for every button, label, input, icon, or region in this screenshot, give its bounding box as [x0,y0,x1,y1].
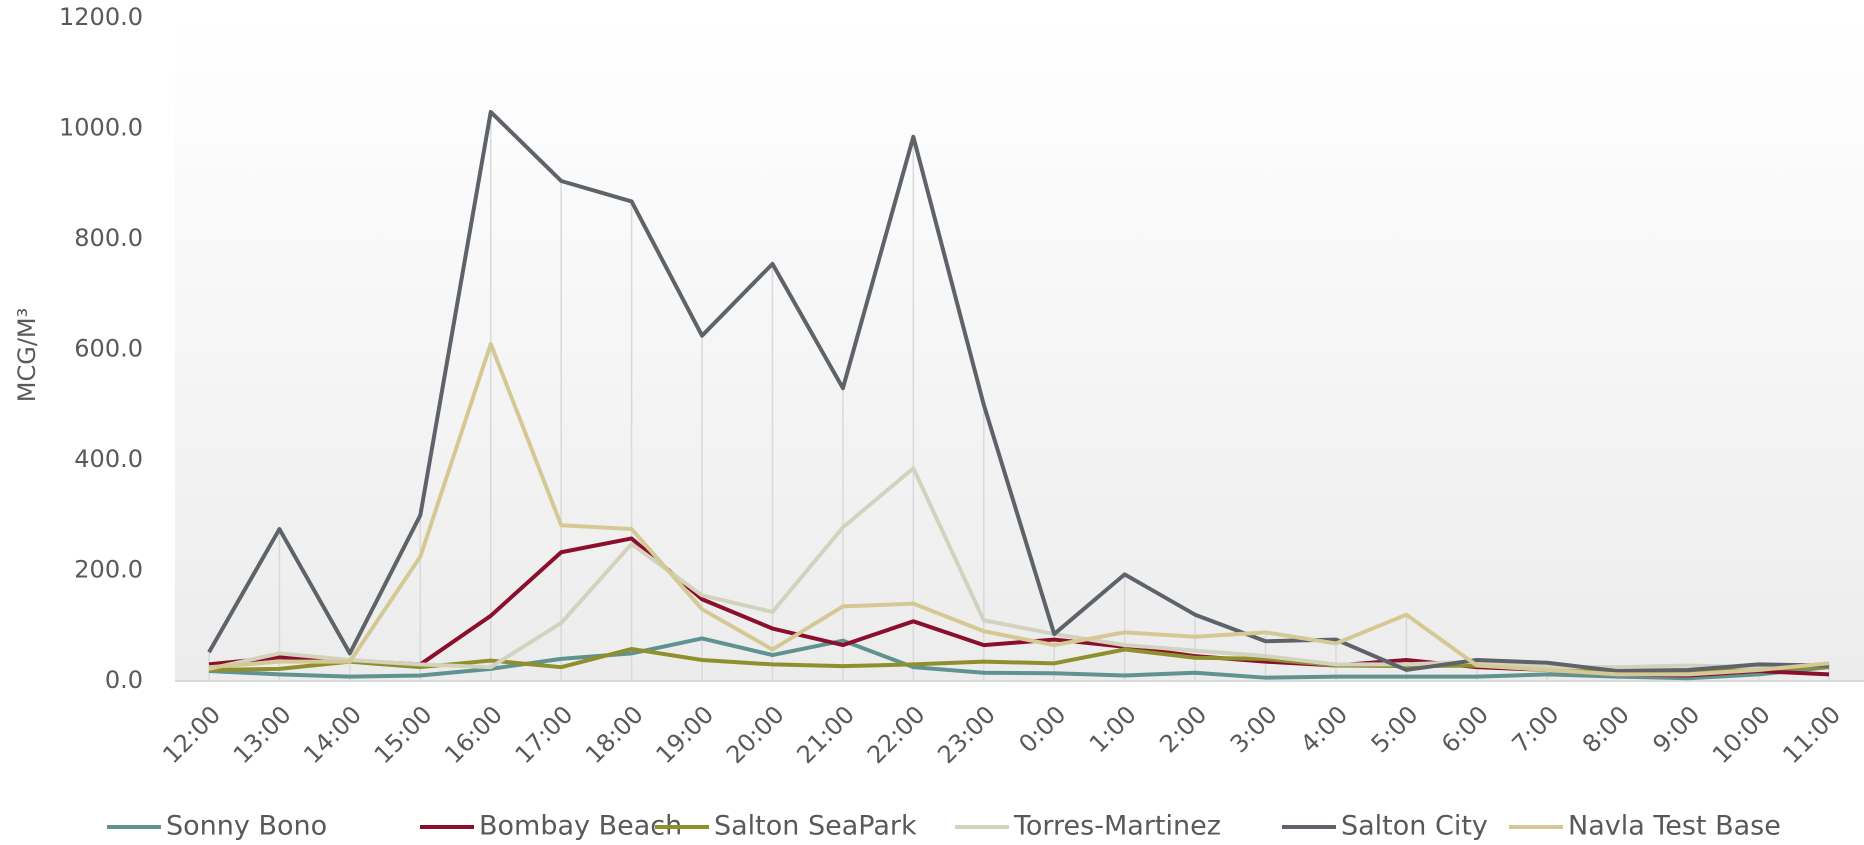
legend-label: Bombay Beach [479,811,682,842]
y-tick-label: 800.0 [74,224,143,252]
x-tick-label: 20:00 [721,700,790,769]
legend-label: Navla Test Base [1568,811,1781,842]
x-tick-label: 2:00 [1154,700,1212,758]
series-line [208,466,1830,671]
x-tick-label: 3:00 [1225,700,1283,758]
x-tick-label: 19:00 [651,700,720,769]
y-tick-label: 1000.0 [59,114,143,142]
y-tick-label: 600.0 [74,335,143,363]
x-tick-label: 22:00 [862,700,931,769]
x-tick-label: 21:00 [791,700,860,769]
x-tick-label: 17:00 [510,700,579,769]
x-tick-label: 5:00 [1366,700,1424,758]
x-tick-label: 16:00 [439,700,508,769]
y-tick-label: 200.0 [74,556,143,584]
x-tick-label: 8:00 [1577,700,1635,758]
x-tick-label: 11:00 [1777,700,1846,769]
plot-background [175,18,1864,681]
legend-label: Torres-Martinez [1013,811,1221,842]
series-line [207,109,1830,674]
x-tick-label: 15:00 [369,700,438,769]
x-tick-label: 13:00 [228,700,297,769]
y-tick-label: 1200.0 [59,3,143,31]
x-tick-label: 9:00 [1647,700,1705,758]
x-tick-label: 0:00 [1013,700,1071,758]
legend-label: Salton City [1341,811,1488,842]
x-tick-label: 1:00 [1084,700,1142,758]
legend-label: Sonny Bono [166,811,327,842]
x-tick-label: 14:00 [298,700,367,769]
x-tick-label: 23:00 [932,700,1001,769]
x-tick-label: 18:00 [580,700,649,769]
y-axis-label: MCG/M³ [13,308,41,402]
y-tick-label: 400.0 [74,445,143,473]
x-tick-label: 6:00 [1436,700,1494,758]
x-tick-label: 4:00 [1295,700,1353,758]
series-line [208,341,1830,677]
x-tick-label: 12:00 [157,700,226,769]
legend-label: Salton SeaPark [714,811,917,842]
x-tick-label: 7:00 [1507,700,1565,758]
series-line [208,636,1830,681]
x-tick-label: 10:00 [1707,700,1776,769]
y-tick-label: 0.0 [105,666,143,694]
